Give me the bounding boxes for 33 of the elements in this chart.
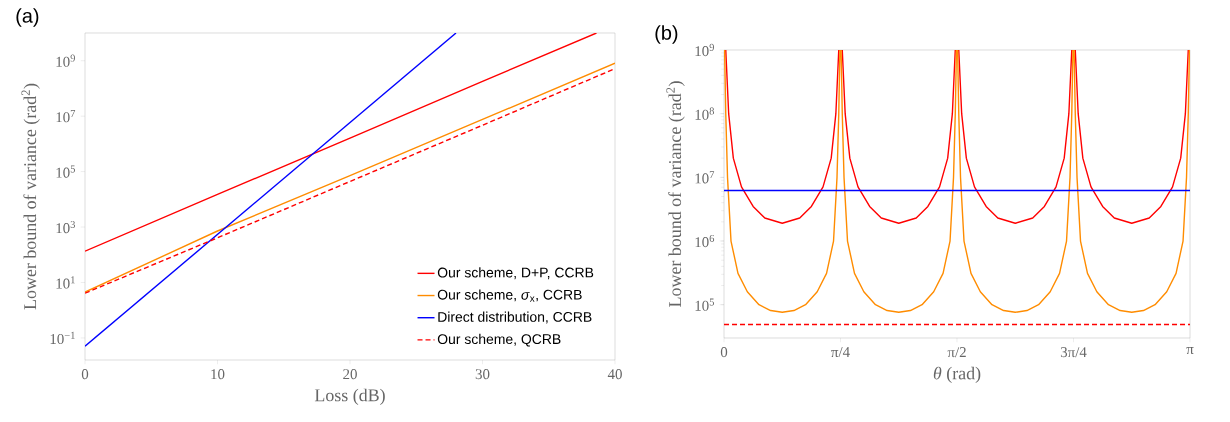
y-axis-title: Lower bound of variance (rad$^{2}$) xyxy=(21,83,40,310)
chart-title: (b) xyxy=(655,25,678,44)
y-tick-label: 10$^{9}$ xyxy=(56,54,75,67)
x-tick-label: 3π/4 xyxy=(1060,347,1087,358)
y-tick-label: 10$^{9}$ xyxy=(695,43,714,57)
chart-title: (a) xyxy=(16,8,39,27)
y-tick-label: 10$^{1}$ xyxy=(56,276,75,289)
y-tick-label: 10$^{7}$ xyxy=(695,171,715,184)
x-tick-label: 30 xyxy=(475,369,490,380)
legend-label: Our scheme, D+P, CCRB xyxy=(437,267,594,280)
line-series xyxy=(85,33,598,252)
y-tick-label: 10$^{7}$ xyxy=(56,110,76,123)
legend-label: Our scheme, QCRB xyxy=(437,333,561,347)
x-tick-label: 0 xyxy=(81,369,89,380)
line-series xyxy=(725,49,1189,224)
x-tick-label: 20 xyxy=(343,369,357,380)
y-tick-label: 10$^{5}$ xyxy=(56,165,75,178)
legend-label: Our scheme, σ$_{x}$, CCRB xyxy=(437,289,582,302)
y-tick-label: 10$^{−1}$ xyxy=(50,331,75,345)
x-axis-title: Loss (dB) xyxy=(314,388,385,405)
x-tick-label: 0 xyxy=(720,347,728,358)
y-tick-label: 10$^{3}$ xyxy=(56,220,75,234)
legend-label: Direct distribution, CCRB xyxy=(438,311,592,324)
y-tick-label: 10$^{6}$ xyxy=(695,234,715,248)
x-tick-label: π xyxy=(1186,347,1194,355)
x-tick-label: π/2 xyxy=(947,347,966,358)
x-tick-label: 10 xyxy=(211,369,225,380)
y-tick-label: 10$^{5}$ xyxy=(695,298,714,311)
x-tick-label: π/4 xyxy=(831,347,850,358)
y-tick-label: 10$^{8}$ xyxy=(695,107,715,120)
y-axis-title: Lower bound of variance (rad$^{2}$) xyxy=(666,81,685,307)
x-tick-label: 40 xyxy=(607,369,622,380)
x-axis-title: θ (rad) xyxy=(933,366,981,384)
